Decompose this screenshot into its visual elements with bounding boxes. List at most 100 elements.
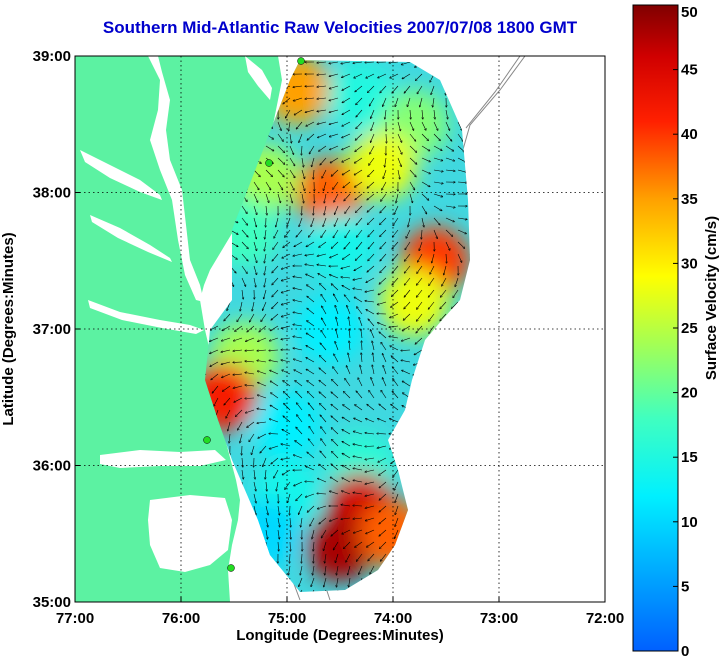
x-tick-label: 77:00 xyxy=(56,610,94,627)
colorbar-tick-label: 10 xyxy=(681,514,698,531)
current-vector-arrow xyxy=(320,451,327,459)
current-vector-arrow xyxy=(365,301,375,303)
current-vector-arrow xyxy=(357,307,363,315)
current-vector-arrow xyxy=(281,289,291,293)
current-vector-arrow xyxy=(324,193,327,203)
current-vector-arrow xyxy=(257,361,267,363)
current-vector-arrow xyxy=(329,97,339,101)
y-tick-label: 35:00 xyxy=(33,594,71,611)
current-vector-arrow xyxy=(290,553,291,563)
current-vector-arrow xyxy=(234,397,243,402)
current-vector-arrow xyxy=(313,169,314,179)
current-vector-arrow xyxy=(305,264,315,267)
current-vector-arrow xyxy=(245,350,255,351)
current-vector-arrow xyxy=(312,529,315,539)
current-vector-arrow xyxy=(365,446,375,447)
current-vector-arrow xyxy=(353,277,363,280)
current-vector-arrow xyxy=(336,565,339,575)
current-vector-arrow xyxy=(311,577,315,587)
radar-station-marker xyxy=(265,159,273,167)
current-vector-arrow xyxy=(402,73,411,79)
current-vector-arrow xyxy=(293,253,303,256)
current-vector-arrow xyxy=(253,481,256,491)
current-vector-arrow xyxy=(355,181,363,187)
current-vector-arrow xyxy=(278,541,279,551)
current-vector-arrow xyxy=(258,383,267,387)
current-vector-arrow xyxy=(296,229,303,237)
current-vector-arrow xyxy=(445,170,455,171)
current-vector-arrow xyxy=(246,337,255,341)
current-vector-arrow xyxy=(380,241,387,249)
current-vector-arrow xyxy=(264,265,267,275)
colorbar-tick-label: 35 xyxy=(681,191,698,208)
x-tick-label: 73:00 xyxy=(480,610,518,627)
current-vector-arrow xyxy=(335,342,339,351)
current-vector-arrow xyxy=(282,265,291,269)
current-vector-arrow xyxy=(378,73,387,78)
current-vector-arrow xyxy=(210,361,219,366)
current-vector-arrow xyxy=(222,337,231,341)
current-vector-arrow xyxy=(266,205,267,215)
radar-station-marker xyxy=(297,57,305,65)
current-vector-arrow xyxy=(372,365,375,375)
current-vector-arrow xyxy=(309,427,315,435)
current-vector-arrow xyxy=(368,85,375,92)
current-vector-arrow xyxy=(210,349,219,354)
current-vector-arrow xyxy=(409,193,413,203)
current-vector-arrow xyxy=(289,169,295,178)
current-vector-arrow xyxy=(416,325,423,333)
current-vector-arrow xyxy=(253,205,257,215)
current-vector-arrow xyxy=(284,404,291,411)
current-vector-arrow xyxy=(385,109,387,119)
current-vector-arrow xyxy=(381,343,387,351)
current-vector-arrow xyxy=(265,229,267,239)
current-vector-arrow xyxy=(309,229,315,237)
current-vector-arrow xyxy=(356,217,363,225)
current-vector-arrow xyxy=(419,241,423,251)
current-vector-arrow xyxy=(429,325,435,333)
current-vector-arrow xyxy=(445,121,450,130)
current-vector-arrow xyxy=(344,541,351,548)
current-vector-arrow xyxy=(245,361,255,362)
current-vector-arrow xyxy=(296,427,303,435)
current-vector-arrow xyxy=(265,517,268,527)
current-vector-arrow xyxy=(395,493,399,503)
chart-title: Southern Mid-Atlantic Raw Velocities 200… xyxy=(102,18,578,37)
current-vector-arrow xyxy=(253,265,257,275)
current-vector-arrow xyxy=(382,354,387,363)
current-vector-arrow xyxy=(281,337,291,339)
current-vector-arrow xyxy=(383,169,387,179)
current-vector-arrow xyxy=(342,286,351,291)
current-vector-arrow xyxy=(394,205,399,214)
current-vector-arrow xyxy=(433,97,435,107)
current-vector-arrow xyxy=(382,181,387,190)
current-vector-arrow xyxy=(271,393,279,399)
current-vector-arrow xyxy=(420,97,423,107)
chesapeake-bay xyxy=(148,56,204,302)
y-tick-label: 36:00 xyxy=(33,458,71,475)
current-vector-arrow xyxy=(293,337,303,339)
current-vector-arrow xyxy=(234,337,243,341)
current-vector-arrow xyxy=(369,97,375,106)
current-vector-arrow xyxy=(341,265,351,269)
current-vector-arrow xyxy=(241,217,248,225)
current-vector-arrow xyxy=(369,157,375,165)
current-vector-arrow xyxy=(301,193,304,203)
current-vector-arrow xyxy=(380,541,387,548)
current-vector-arrow xyxy=(293,300,303,303)
current-vector-arrow xyxy=(323,541,327,551)
current-vector-arrow xyxy=(366,73,375,78)
current-vector-arrow xyxy=(307,133,315,140)
current-vector-arrow xyxy=(330,157,339,163)
current-vector-arrow xyxy=(319,392,327,399)
current-vector-arrow xyxy=(259,325,267,332)
current-vector-arrow xyxy=(277,169,284,177)
current-vector-arrow xyxy=(392,241,399,249)
current-vector-arrow xyxy=(341,505,351,507)
current-vector-arrow xyxy=(293,288,303,291)
current-vector-arrow xyxy=(336,317,339,327)
current-vector-arrow xyxy=(381,391,387,399)
current-vector-arrow xyxy=(372,341,375,351)
current-vector-arrow xyxy=(299,133,303,142)
current-vector-arrow xyxy=(309,589,315,592)
